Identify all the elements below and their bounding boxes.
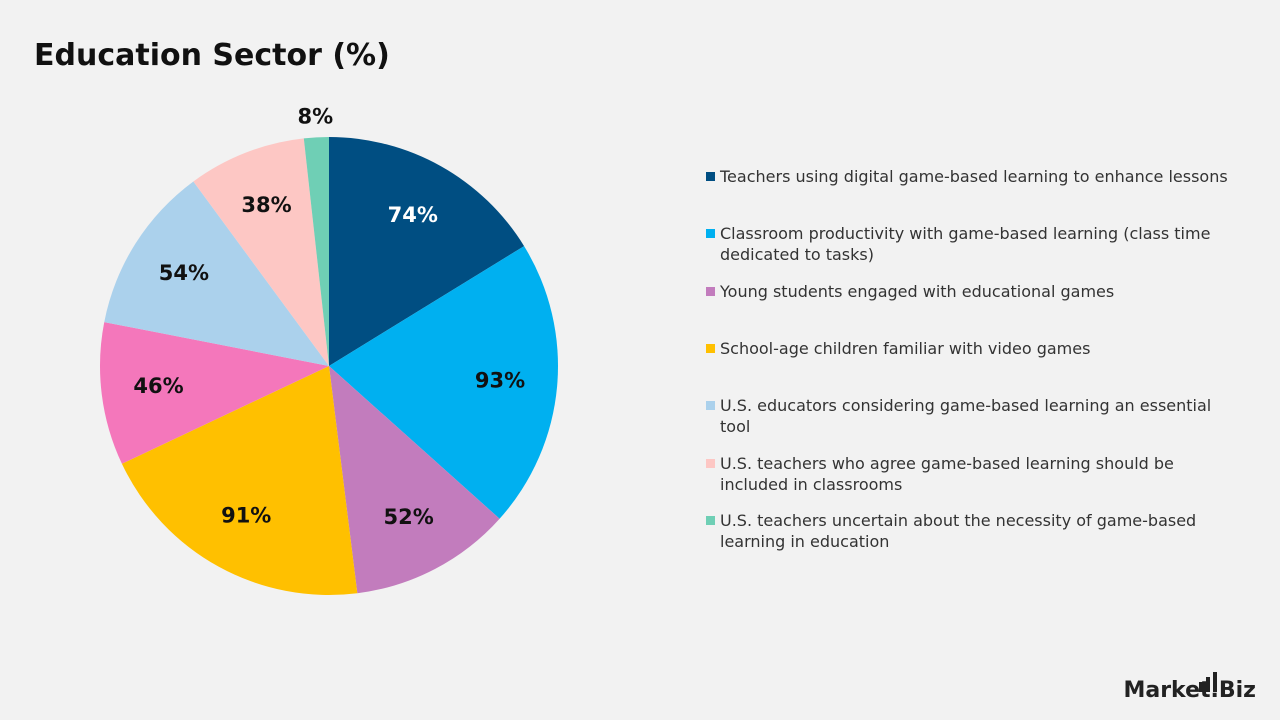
legend-swatch: [706, 515, 715, 525]
legend-item: Classroom productivity with game-based l…: [706, 223, 1236, 265]
pie-slice: [193, 138, 329, 366]
chart-title: Education Sector (%): [34, 38, 390, 73]
legend-label: Classroom productivity with game-based l…: [720, 224, 1211, 265]
legend-swatch: [706, 172, 715, 181]
legend-swatch: [706, 229, 715, 239]
logo-bars: [1199, 672, 1217, 692]
slice-label: 46%: [133, 374, 183, 398]
legend-label: U.S. educators considering game-based le…: [720, 396, 1212, 437]
slice-label: 38%: [241, 193, 291, 217]
slice-label: 74%: [388, 203, 438, 227]
legend-label: School-age children familiar with video …: [720, 338, 1091, 358]
logo: Market.Biz: [1123, 678, 1256, 703]
legend-label: Teachers using digital game-based learni…: [720, 167, 1228, 186]
slice-label: 54%: [159, 261, 209, 285]
slice-label: 52%: [384, 505, 434, 529]
legend-item: U.S. teachers uncertain about the necess…: [706, 510, 1236, 552]
legend-item: U.S. educators considering game-based le…: [706, 395, 1236, 437]
slice-label: 8%: [297, 104, 333, 128]
legend-swatch: [706, 343, 715, 353]
legend-item: Teachers using digital game-based learni…: [706, 166, 1236, 187]
pie-slice: [329, 366, 500, 594]
slice-label: 93%: [475, 368, 525, 392]
legend-item: U.S. teachers who agree game-based learn…: [706, 453, 1236, 495]
legend-item: School-age children familiar with video …: [706, 338, 1236, 359]
legend-label: U.S. teachers uncertain about the necess…: [720, 510, 1197, 551]
legend-label: U.S. teachers who agree game-based learn…: [720, 453, 1174, 494]
legend-swatch: [706, 286, 715, 296]
pie-slice: [303, 137, 329, 366]
legend-swatch: [706, 401, 715, 411]
legend-label: Young students engaged with educational …: [720, 281, 1115, 301]
slice-label: 91%: [221, 503, 271, 527]
pie-slice: [329, 246, 558, 519]
pie-slice: [99, 322, 329, 464]
legend-item: Young students engaged with educational …: [706, 281, 1236, 302]
pie-slice: [329, 137, 525, 366]
legend-swatch: [706, 458, 715, 468]
pie-slice: [104, 181, 329, 366]
pie-slice: [121, 366, 358, 595]
